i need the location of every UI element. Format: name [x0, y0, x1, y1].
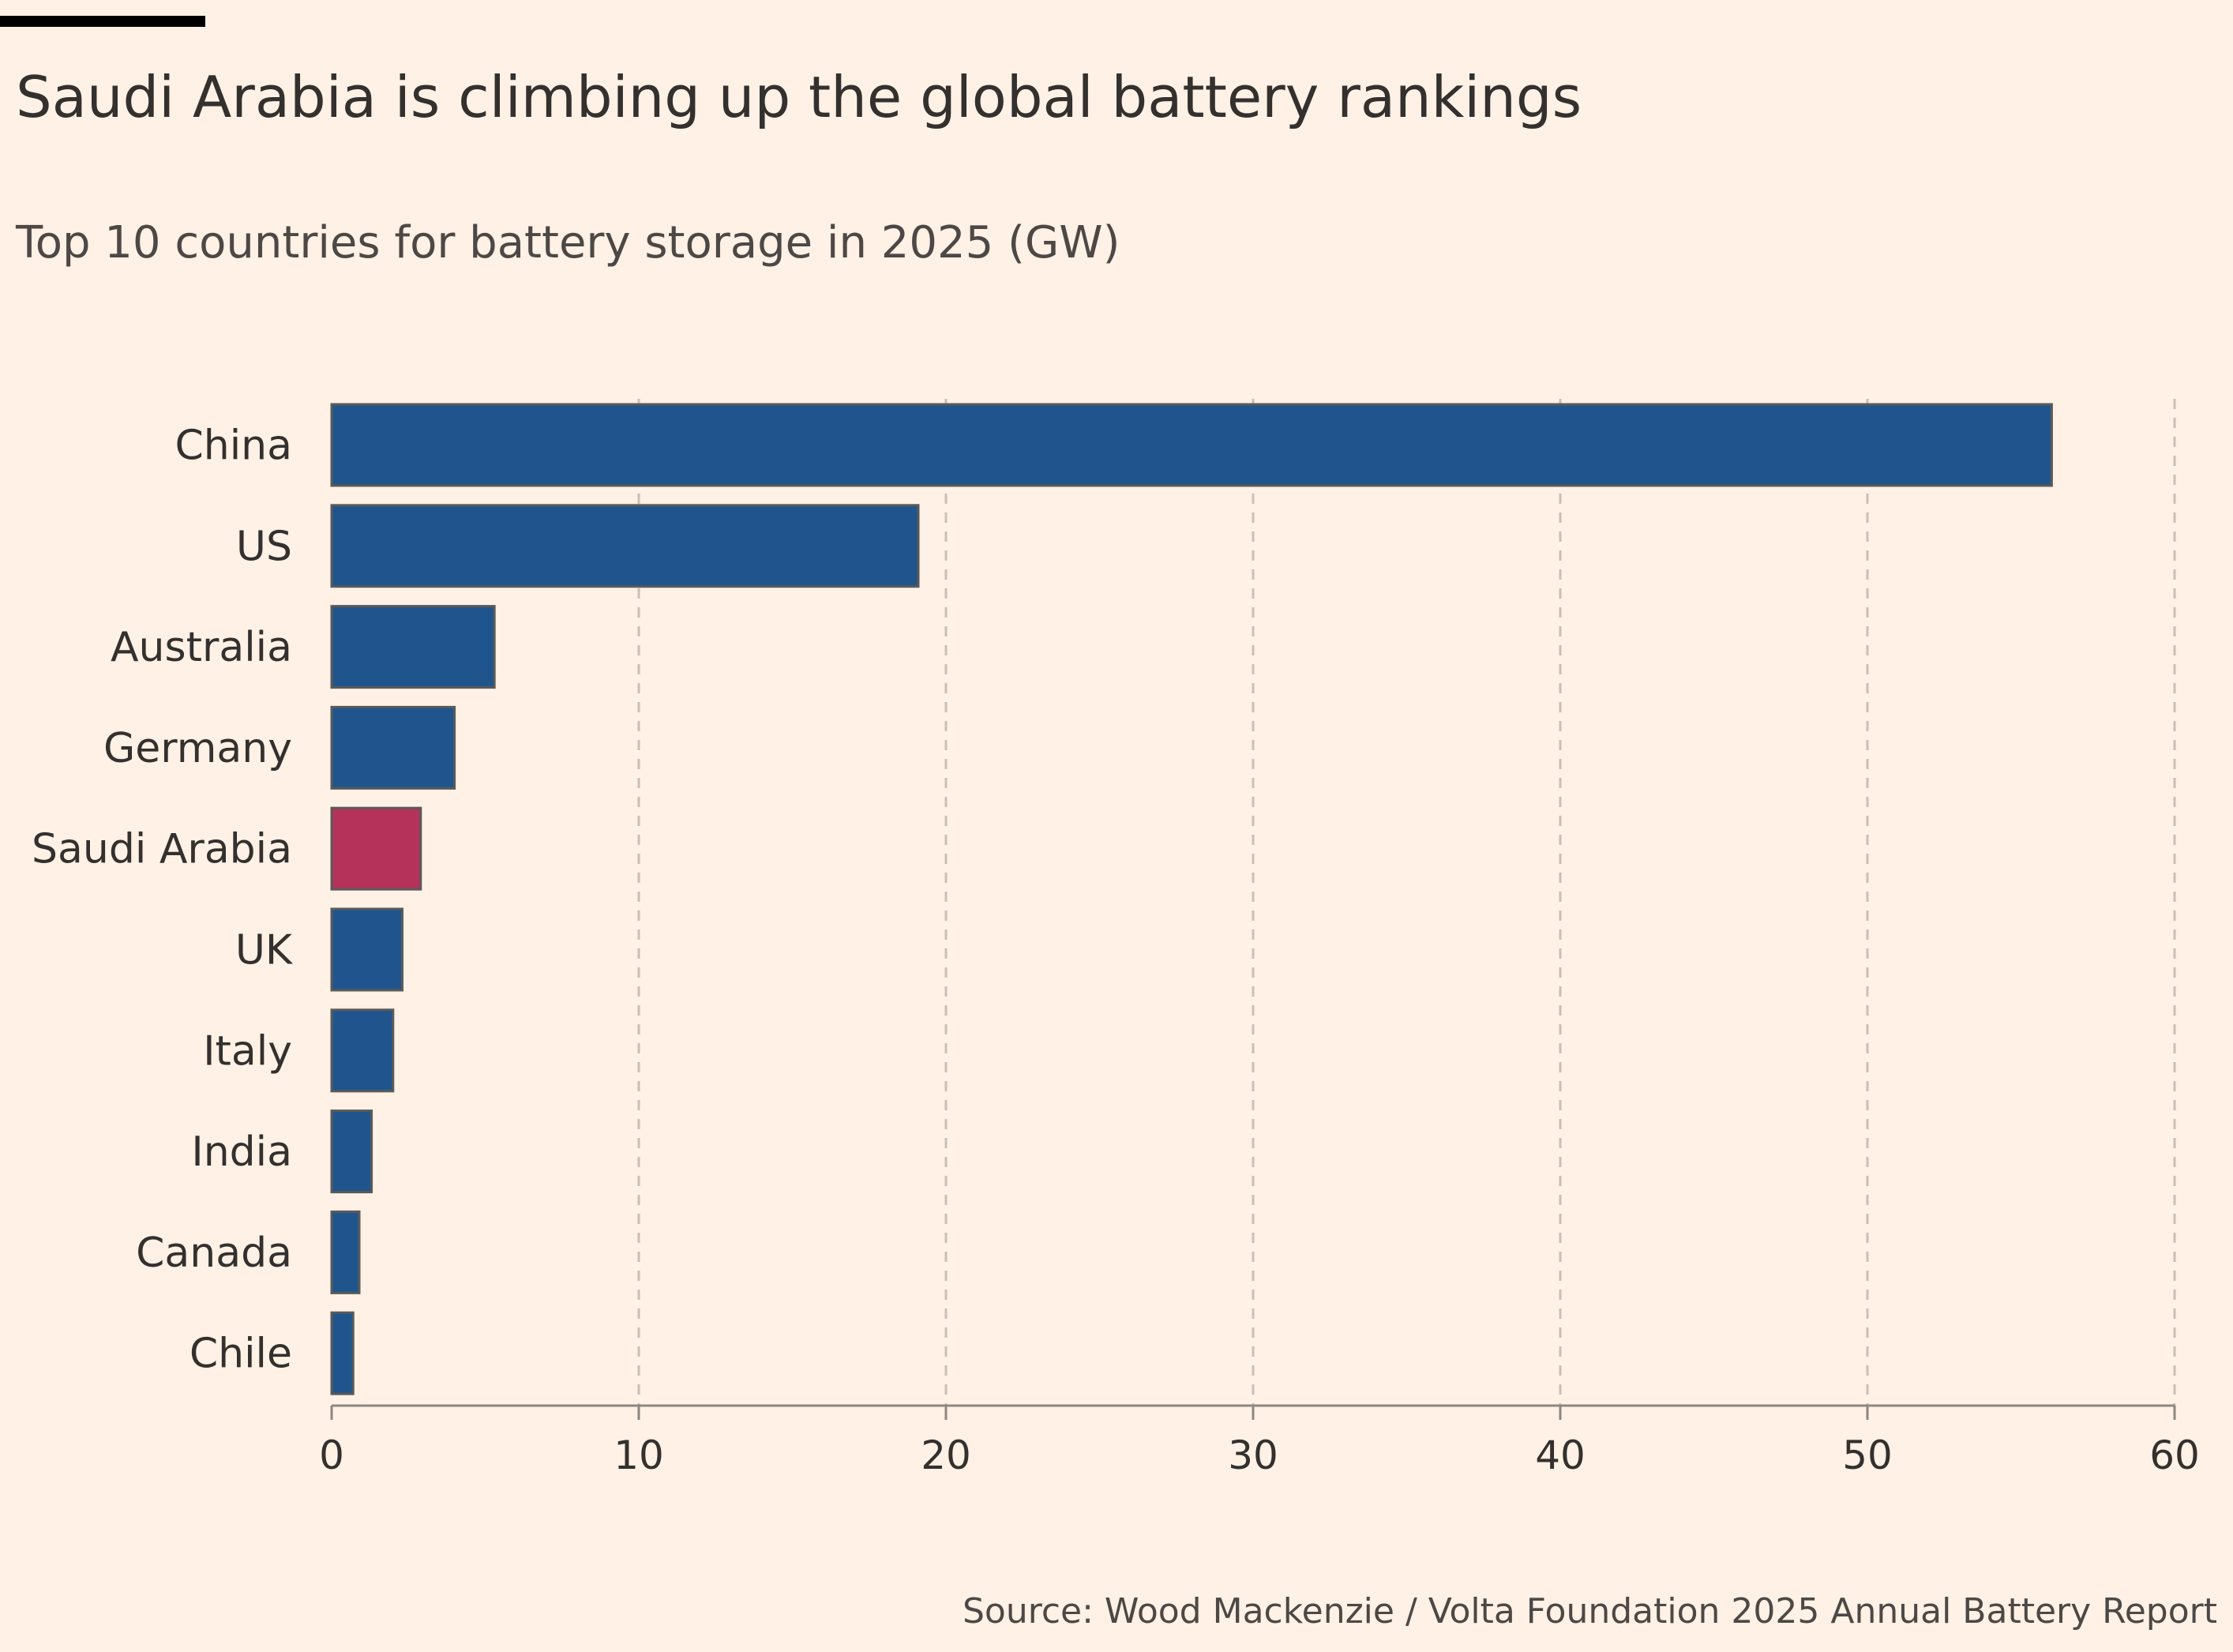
category-label-chile: Chile: [190, 1331, 292, 1378]
x-tick-label: 50: [1842, 1432, 1893, 1478]
category-label-italy: Italy: [203, 1027, 292, 1075]
x-tick-label: 0: [319, 1432, 344, 1478]
chart-title: Saudi Arabia is climbing up the global b…: [16, 64, 1582, 130]
x-tick-label: 30: [1228, 1432, 1278, 1478]
x-tick-label: 20: [921, 1432, 971, 1478]
bar-italy: [330, 1008, 395, 1093]
chart-subtitle: Top 10 countries for battery storage in …: [16, 217, 1120, 268]
category-label-us: US: [236, 523, 292, 570]
bar-chile: [330, 1311, 355, 1395]
bar-uk: [330, 907, 403, 992]
x-tick-label: 40: [1535, 1432, 1586, 1478]
bar-us: [330, 504, 920, 588]
category-label-saudi-arabia: Saudi Arabia: [32, 826, 292, 873]
source-note: Source: Wood Mackenzie / Volta Foundatio…: [962, 1591, 2217, 1631]
bar-china: [330, 403, 2053, 487]
category-label-australia: Australia: [111, 624, 292, 671]
bar-india: [330, 1109, 373, 1194]
category-label-india: India: [191, 1128, 292, 1176]
top-accent-rule: [0, 16, 205, 27]
category-labels: China US Australia Germany Saudi Arabia UK Ita…: [32, 422, 294, 1378]
x-tick-label: 60: [2149, 1432, 2200, 1478]
bar-saudi-arabia: [330, 806, 422, 891]
category-label-canada: Canada: [136, 1230, 292, 1277]
gridlines: [637, 399, 2176, 1406]
bar-australia: [330, 605, 496, 689]
x-axis: 0 10 20 30 40 50 60: [319, 1404, 2200, 1478]
category-label-germany: Germany: [103, 725, 292, 772]
category-label-china: China: [175, 422, 292, 470]
bar-canada: [330, 1210, 361, 1294]
category-label-uk: UK: [235, 927, 294, 974]
bars: [330, 403, 2053, 1395]
x-tick-label: 10: [614, 1432, 664, 1478]
bar-germany: [330, 705, 456, 790]
